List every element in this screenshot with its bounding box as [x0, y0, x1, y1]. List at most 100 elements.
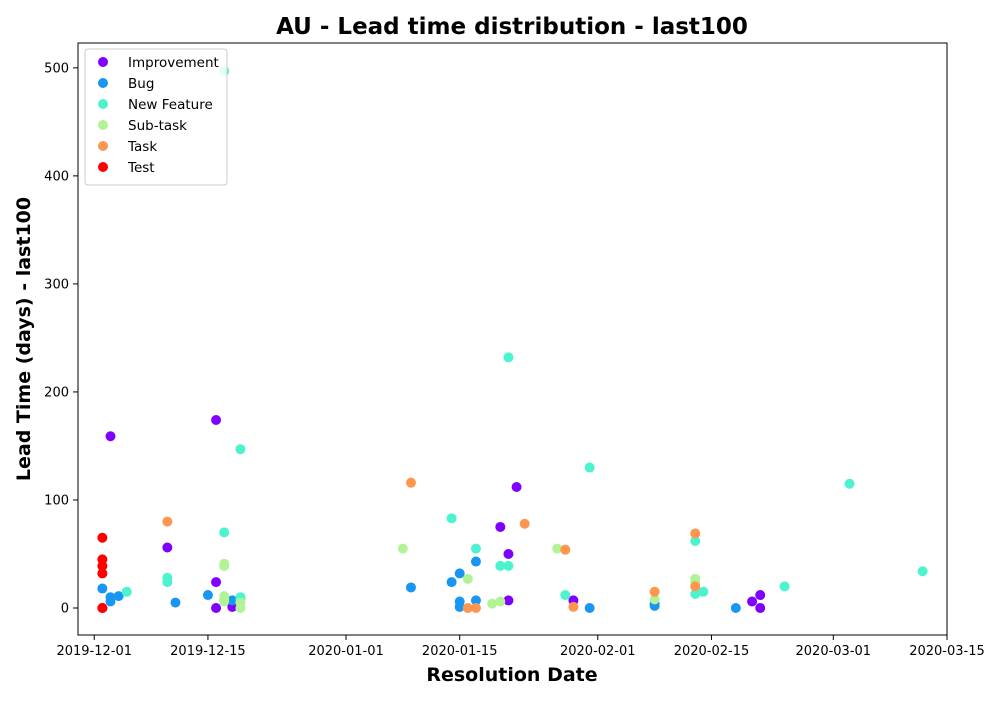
x-tick-label: 2020-02-15 [674, 644, 750, 659]
data-point [503, 560, 514, 571]
data-point [97, 568, 108, 579]
data-point [97, 532, 108, 543]
data-point [560, 590, 571, 601]
data-point [219, 560, 230, 571]
legend-label: Test [127, 160, 155, 176]
legend-marker [98, 141, 108, 151]
data-point [487, 598, 498, 609]
data-point [470, 543, 481, 554]
data-point [162, 516, 173, 527]
data-point [405, 582, 416, 593]
data-point [568, 601, 579, 612]
data-point [202, 590, 213, 601]
data-point [844, 478, 855, 489]
data-point [511, 482, 522, 492]
data-point [503, 548, 514, 559]
data-point [397, 543, 408, 554]
data-point [649, 594, 660, 605]
data-point [105, 431, 116, 442]
y-tick-label: 0 [61, 601, 69, 616]
series-new-feature [121, 66, 928, 605]
y-tick-label: 500 [44, 61, 69, 76]
data-point [690, 528, 701, 539]
data-point [462, 573, 473, 584]
data-point [162, 542, 173, 553]
legend-label: Sub-task [128, 118, 187, 134]
series-sub-task [219, 543, 701, 613]
data-point [405, 477, 416, 488]
data-point [97, 602, 108, 613]
data-point [211, 602, 222, 613]
data-point [446, 577, 457, 588]
x-tick-label: 2020-03-15 [909, 644, 985, 659]
y-tick-label: 200 [44, 385, 69, 400]
data-point [755, 602, 766, 613]
legend-marker [98, 57, 108, 67]
data-point [730, 602, 741, 613]
legend-label: Task [127, 139, 157, 155]
data-point [211, 415, 222, 426]
legend-marker [98, 120, 108, 130]
data-point [446, 513, 457, 524]
data-point [97, 583, 108, 594]
x-tick-label: 2020-03-01 [796, 644, 872, 659]
data-point [560, 544, 571, 555]
x-tick-label: 2019-12-15 [170, 644, 246, 659]
legend-label: Bug [128, 76, 154, 92]
axes-frame [77, 42, 948, 636]
data-point [211, 577, 222, 588]
data-point [235, 602, 246, 613]
legend: Improvement Bug New Feature Sub-task Task Tes… [84, 48, 228, 186]
legend-label: New Feature [128, 97, 213, 113]
x-tick-label: 2019-12-01 [56, 644, 132, 659]
legend-box [84, 48, 228, 186]
data-point [470, 602, 481, 613]
data-point [690, 588, 701, 599]
chart-title: AU - Lead time distribution - last100 [276, 14, 748, 40]
y-axis-label: Lead Time (days) - last100 [13, 197, 35, 481]
data-point [495, 560, 506, 571]
data-point [219, 596, 230, 607]
data-point [113, 591, 124, 602]
data-point [584, 602, 595, 613]
data-point [690, 536, 701, 547]
data-point [470, 556, 481, 567]
x-tick-label: 2020-01-15 [422, 644, 498, 659]
data-point [519, 518, 530, 529]
x-axis-label: Resolution Date [426, 664, 597, 686]
data-point [162, 577, 173, 588]
data-point [97, 560, 108, 571]
series-bug [97, 556, 741, 613]
data-point [170, 597, 181, 608]
y-tick-label: 400 [44, 169, 69, 184]
legend-marker [98, 99, 108, 109]
data-point [690, 581, 701, 592]
plot-area: 2019-12-01 2019-12-15 2020-01-01 2020-01-15… [44, 42, 985, 659]
data-point [121, 586, 132, 597]
x-tick-label: 2020-01-01 [308, 644, 384, 659]
data-point [105, 596, 116, 607]
data-point [462, 602, 473, 613]
legend-label: Improvement [128, 55, 219, 71]
data-point [227, 595, 238, 606]
data-point [584, 462, 595, 473]
data-point [649, 586, 660, 597]
data-point [747, 596, 758, 607]
data-point [495, 596, 506, 607]
data-point [698, 586, 709, 597]
data-point [779, 581, 790, 592]
data-point [235, 444, 246, 455]
legend-marker [98, 78, 108, 88]
series-test [97, 532, 108, 613]
y-tick-label: 300 [44, 277, 69, 292]
y-tick-label: 100 [44, 493, 69, 508]
data-point [503, 595, 514, 606]
legend-marker [98, 162, 108, 172]
data-point [219, 527, 230, 538]
data-point [495, 521, 506, 532]
data-point [552, 543, 563, 554]
data-point [917, 566, 928, 577]
data-point [470, 595, 481, 606]
